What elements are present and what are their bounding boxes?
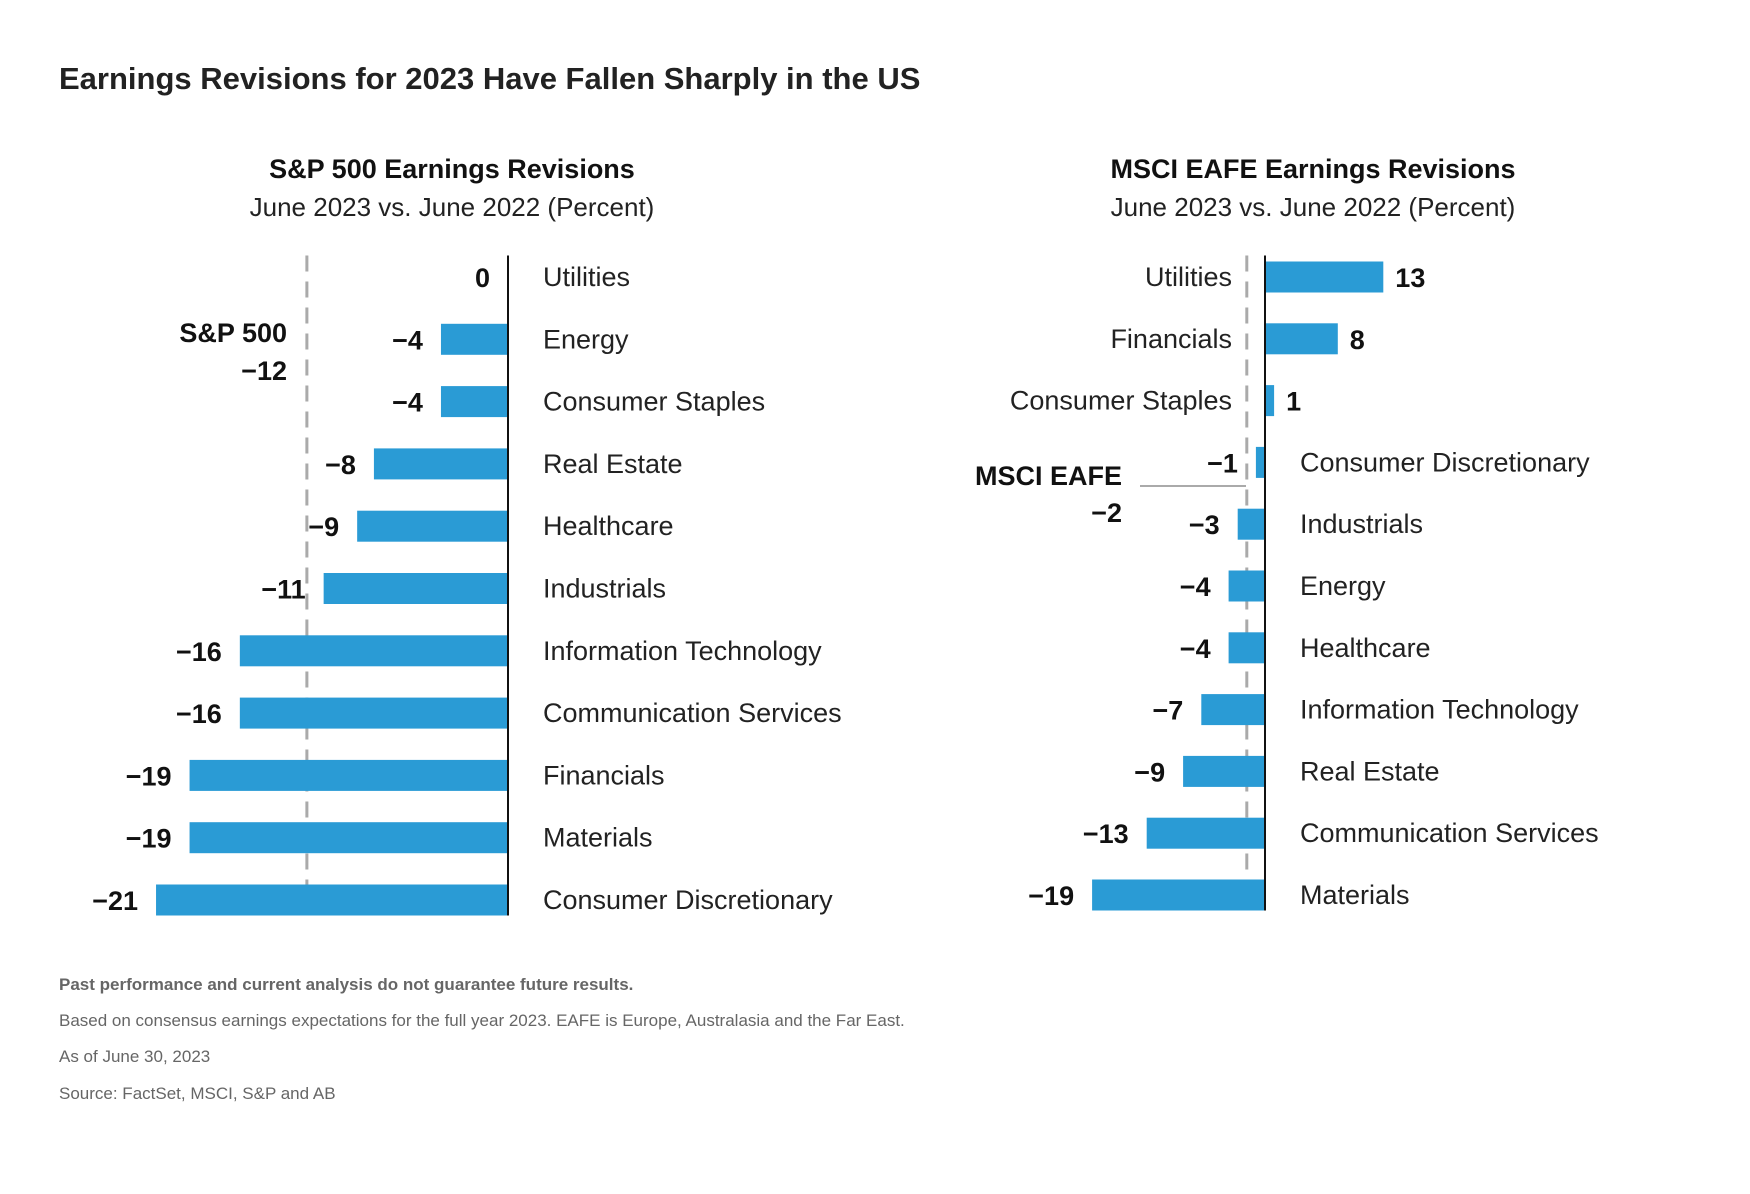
eafe-value-label: −9 — [1134, 757, 1165, 787]
eafe-labels: 13 Utilities 8 Financials 1 Consumer Staples −… — [1010, 262, 1599, 911]
eafe-category-label: Communication Services — [1300, 818, 1599, 848]
sp500-bar — [189, 759, 508, 791]
chart-title: Earnings Revisions for 2023 Have Fallen … — [59, 61, 920, 96]
eafe-category-label: Information Technology — [1300, 695, 1579, 725]
eafe-bar — [1146, 817, 1265, 849]
sp500-category-label: Industrials — [543, 574, 666, 604]
eafe-bar — [1228, 632, 1265, 664]
eafe-bar — [1201, 694, 1265, 726]
sp500-panel: S&P 500 Earnings Revisions June 2023 vs.… — [92, 154, 841, 916]
eafe-bar — [1092, 879, 1265, 911]
eafe-bar — [1237, 508, 1265, 540]
eafe-value-label: 1 — [1286, 387, 1301, 417]
footnote-note: Based on consensus earnings expectations… — [59, 1011, 905, 1030]
sp500-bar — [156, 884, 509, 916]
eafe-category-label: Real Estate — [1300, 756, 1440, 786]
sp500-bar — [239, 635, 508, 667]
eafe-chart-title: MSCI EAFE Earnings Revisions — [1110, 154, 1515, 184]
eafe-bar — [1265, 261, 1384, 293]
eafe-bar — [1183, 755, 1265, 787]
sp500-bar — [373, 448, 508, 480]
eafe-bar — [1265, 323, 1338, 355]
sp500-value-label: −11 — [261, 575, 305, 605]
sp500-category-label: Healthcare — [543, 511, 674, 541]
eafe-value-label: −19 — [1028, 881, 1074, 911]
eafe-value-label: −4 — [1180, 572, 1211, 602]
sp500-value-label: −19 — [126, 824, 172, 854]
eafe-category-label: Consumer Discretionary — [1300, 447, 1590, 477]
sp500-category-label: Financials — [543, 760, 665, 790]
eafe-panel: MSCI EAFE Earnings Revisions June 2023 v… — [975, 154, 1599, 911]
eafe-value-label: −13 — [1083, 819, 1129, 849]
eafe-bar — [1265, 385, 1275, 417]
sp500-category-label: Materials — [543, 823, 653, 853]
sp500-category-label: Energy — [543, 324, 629, 354]
eafe-reference-value: −2 — [1091, 498, 1122, 528]
sp500-reference-value: −12 — [241, 356, 287, 386]
eafe-category-label: Energy — [1300, 571, 1386, 601]
eafe-value-label: −3 — [1189, 510, 1220, 540]
sp500-value-label: −4 — [392, 325, 423, 355]
sp500-bar — [239, 697, 508, 729]
sp500-value-label: 0 — [475, 263, 490, 293]
sp500-value-label: −19 — [126, 761, 172, 791]
eafe-category-label: Financials — [1110, 324, 1232, 354]
sp500-value-label: −8 — [325, 450, 356, 480]
sp500-chart-title: S&P 500 Earnings Revisions — [269, 154, 635, 184]
eafe-bar — [1255, 446, 1265, 478]
sp500-reference-name: S&P 500 — [179, 318, 287, 348]
eafe-category-label: Materials — [1300, 880, 1410, 910]
sp500-category-label: Consumer Staples — [543, 387, 765, 417]
eafe-category-label: Consumer Staples — [1010, 386, 1232, 416]
sp500-value-label: −16 — [176, 637, 222, 667]
sp500-value-label: −16 — [176, 699, 222, 729]
sp500-bar — [440, 323, 508, 355]
sp500-bar — [357, 510, 508, 542]
eafe-reference-name: MSCI EAFE — [975, 461, 1122, 491]
sp500-category-label: Real Estate — [543, 449, 683, 479]
eafe-value-label: −4 — [1180, 634, 1211, 664]
sp500-category-label: Utilities — [543, 262, 630, 292]
eafe-value-label: 13 — [1395, 263, 1425, 293]
sp500-category-label: Consumer Discretionary — [543, 885, 833, 915]
sp500-bar — [323, 573, 508, 604]
sp500-bars — [156, 323, 509, 916]
eafe-value-label: −1 — [1207, 448, 1238, 478]
eafe-category-label: Industrials — [1300, 509, 1423, 539]
sp500-category-label: Information Technology — [543, 636, 822, 666]
eafe-bar — [1228, 570, 1265, 602]
eafe-value-label: 8 — [1350, 325, 1365, 355]
eafe-chart-subtitle: June 2023 vs. June 2022 (Percent) — [1111, 192, 1516, 222]
sp500-chart-subtitle: June 2023 vs. June 2022 (Percent) — [250, 192, 655, 222]
eafe-category-label: Utilities — [1145, 262, 1232, 292]
eafe-value-label: −7 — [1153, 696, 1184, 726]
sp500-bar — [189, 822, 508, 854]
sp500-value-label: −4 — [392, 388, 423, 418]
footnote-disclaimer: Past performance and current analysis do… — [59, 975, 633, 994]
footnote-as-of: As of June 30, 2023 — [59, 1047, 210, 1066]
sp500-value-label: −21 — [92, 886, 138, 916]
sp500-category-label: Communication Services — [543, 698, 842, 728]
sp500-value-label: −9 — [308, 512, 339, 542]
footnote-source: Source: FactSet, MSCI, S&P and AB — [59, 1084, 336, 1103]
sp500-labels: 0 Utilities −4 Energy −4 Consumer Staples −8 Re… — [92, 262, 841, 916]
sp500-bar — [440, 386, 508, 418]
eafe-category-label: Healthcare — [1300, 633, 1431, 663]
eafe-bars — [1092, 261, 1384, 911]
